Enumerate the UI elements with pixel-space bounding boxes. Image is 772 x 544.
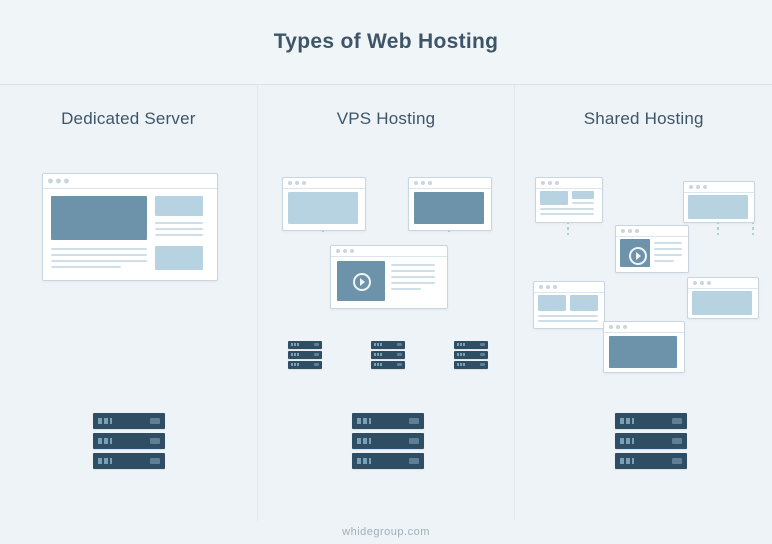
- header: Types of Web Hosting: [0, 0, 772, 85]
- server-rack-icon: [93, 413, 165, 473]
- browser-window-icon: [282, 177, 366, 231]
- stage-dedicated: [0, 85, 257, 521]
- browser-window-icon: [683, 181, 755, 223]
- col-shared: Shared Hosting: [515, 85, 772, 521]
- browser-window-icon: [408, 177, 492, 231]
- page-title: Types of Web Hosting: [274, 30, 499, 54]
- browser-window-icon: [687, 277, 759, 319]
- footer-credit: whidegroup.com: [0, 526, 772, 538]
- browser-window-icon: [533, 281, 605, 329]
- server-rack-icon: [288, 341, 322, 371]
- server-rack-icon: [615, 413, 687, 473]
- server-rack-icon: [371, 341, 405, 371]
- browser-window-icon: [603, 321, 685, 373]
- columns-container: Dedicated Server VPS Hosting Shared Host…: [0, 85, 772, 521]
- col-vps: VPS Hosting: [258, 85, 516, 521]
- browser-window-icon: [615, 225, 689, 273]
- browser-window-icon: [330, 245, 448, 309]
- col-dedicated: Dedicated Server: [0, 85, 258, 521]
- stage-shared: [515, 85, 772, 521]
- browser-window-icon: [535, 177, 603, 223]
- play-icon: [353, 273, 371, 291]
- server-rack-icon: [352, 413, 424, 473]
- stage-vps: [258, 85, 515, 521]
- browser-window-icon: [42, 173, 218, 281]
- server-rack-icon: [454, 341, 488, 371]
